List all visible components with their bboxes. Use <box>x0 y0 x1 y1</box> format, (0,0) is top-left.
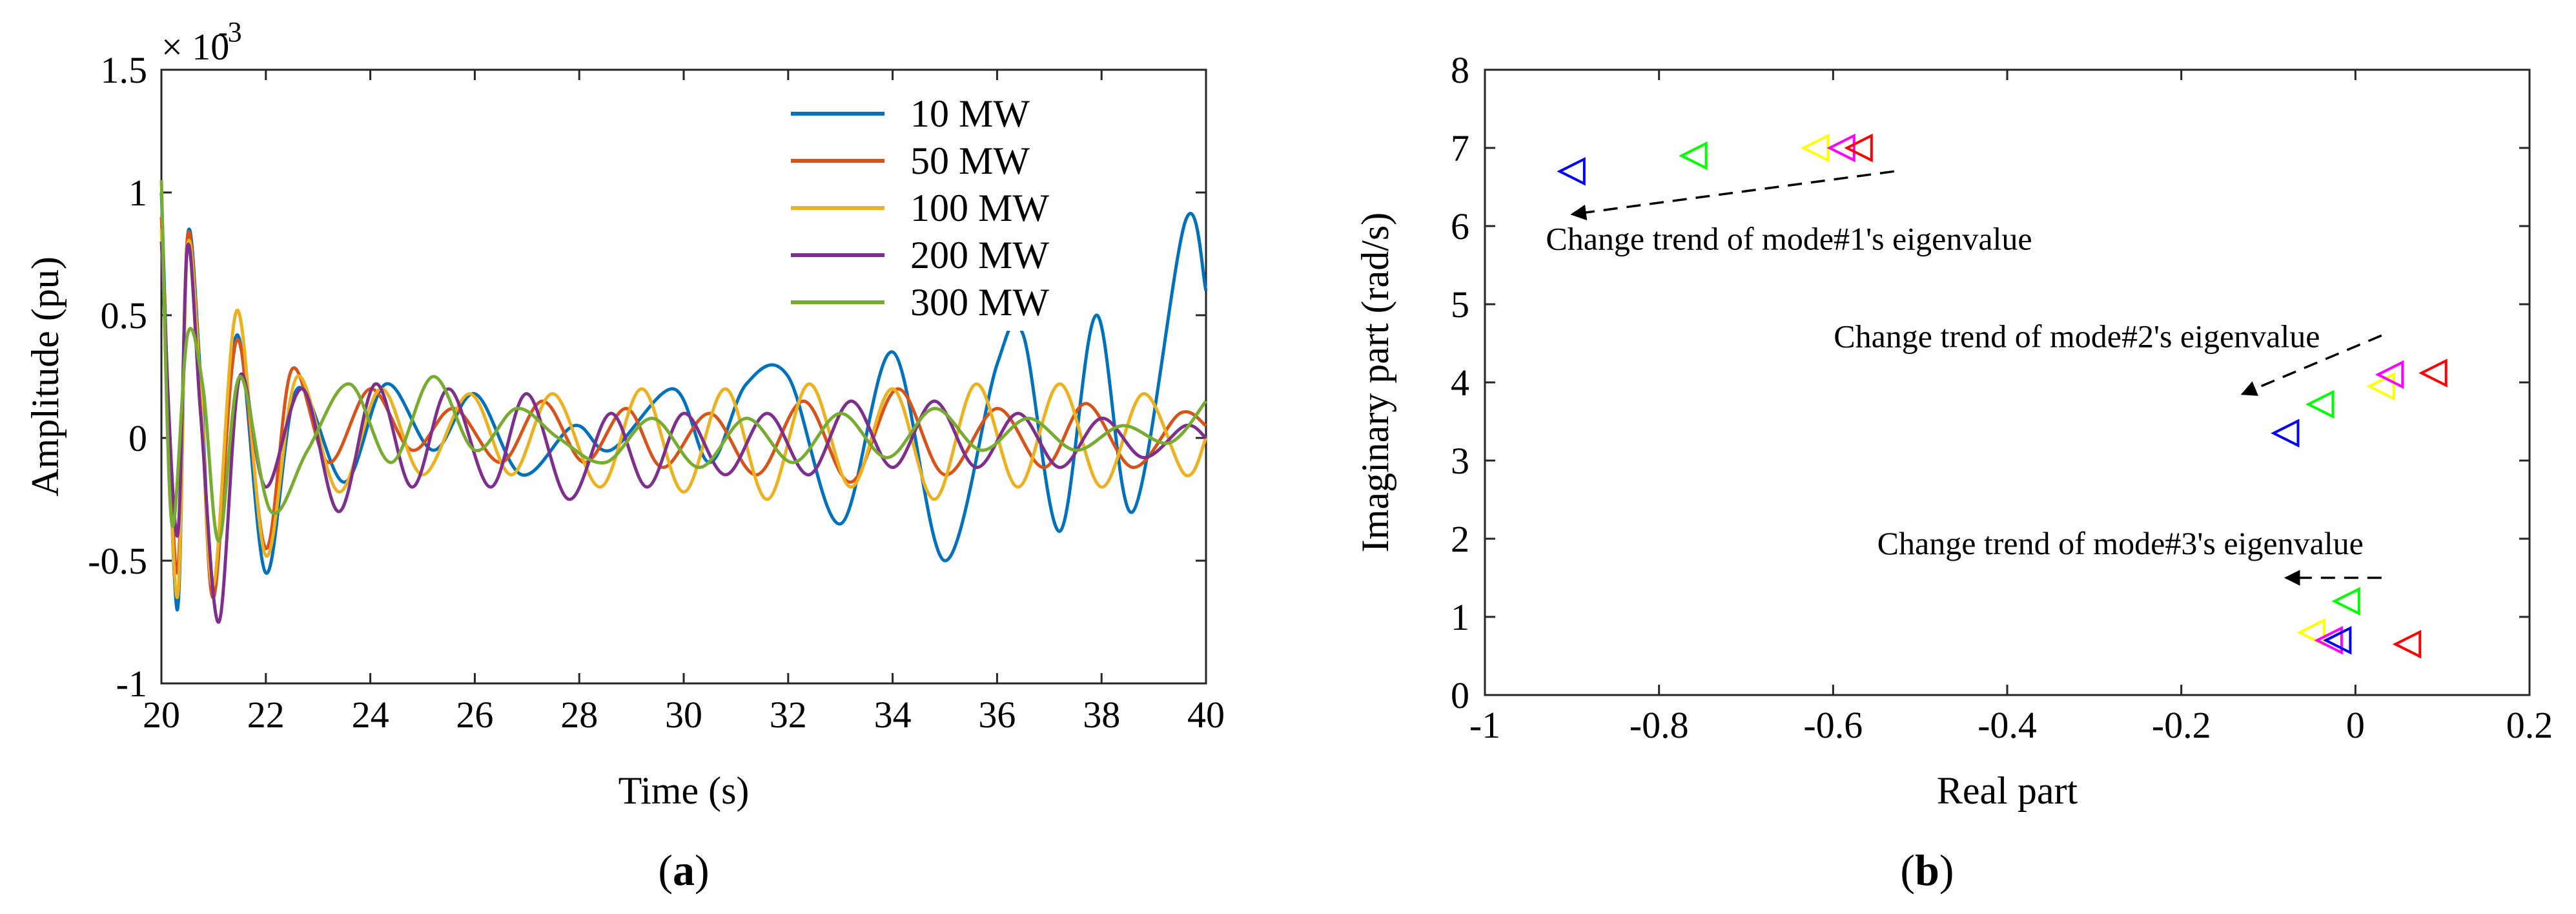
panel-a-legend: 10 MW 50 MW 100 MW 200 MW 300 MW <box>780 85 1083 331</box>
panel-a-exponent-base: × 10 <box>161 26 229 68</box>
eigenvalue-marker <box>2322 626 2352 655</box>
trend-arrow <box>1570 170 1894 221</box>
y-tick-label: 1.5 <box>101 49 148 91</box>
x-tick-label: 0.2 <box>2506 704 2553 746</box>
x-tick-label: 24 <box>352 694 389 736</box>
eigenvalue-marker <box>1844 133 1873 163</box>
eigenvalue-marker <box>2375 360 2404 389</box>
eigenvalue-marker <box>2392 630 2422 659</box>
x-tick-label: 28 <box>560 694 598 736</box>
x-tick-label: 38 <box>1083 694 1120 736</box>
eigenvalue-marker <box>2314 626 2343 655</box>
eigenvalue-marker <box>1800 133 1830 163</box>
panel-a-label: (a) <box>658 846 709 895</box>
eigenvalue-marker <box>2418 358 2448 388</box>
legend-label: 200 MW <box>910 234 1049 276</box>
eigenvalue-marker <box>1679 141 1708 171</box>
panel-b-y-ticks: 0 1 2 3 4 5 6 7 8 <box>1451 49 2530 716</box>
panel-a-x-axis-label: Time (s) <box>618 769 750 812</box>
x-tick-label: 30 <box>665 694 702 736</box>
panel-a-y-ticks: -1 -0.5 0 0.5 1 1.5 <box>88 49 1206 705</box>
x-tick-label: 26 <box>456 694 493 736</box>
trend-annotation: Change trend of mode#1's eigenvalue <box>1546 220 2032 256</box>
panel-a-line-chart: 20 22 24 26 28 30 32 34 36 38 40 -1 -0.5 0 0.5 1 1.5 × … <box>24 16 1225 895</box>
y-tick-label: 7 <box>1451 127 1469 169</box>
y-tick-label: -0.5 <box>88 540 147 582</box>
y-tick-label: 1 <box>128 172 147 214</box>
x-tick-label: 20 <box>143 694 180 736</box>
series-line <box>159 180 1207 543</box>
x-tick-label: 40 <box>1187 694 1225 736</box>
y-tick-label: 0 <box>128 417 147 459</box>
panel-a-exponent-power: -3 <box>218 16 242 48</box>
panel-b-points <box>1557 133 2448 659</box>
eigenvalue-marker <box>2331 587 2360 616</box>
eigenvalue-marker <box>2270 419 2300 448</box>
x-tick-label: 34 <box>874 694 912 736</box>
eigenvalue-marker <box>2366 371 2395 401</box>
legend-label: 50 MW <box>910 140 1030 182</box>
panel-b-plot-area <box>1484 68 2531 696</box>
panel-b-x-ticks: -1 -0.8 -0.6 -0.4 -0.2 0 0.2 <box>1469 70 2553 746</box>
x-tick-label: 36 <box>978 694 1016 736</box>
legend-label: 100 MW <box>910 187 1049 229</box>
y-tick-label: -1 <box>116 663 147 705</box>
y-tick-label: 4 <box>1451 362 1469 404</box>
x-tick-label: -0.8 <box>1630 704 1689 746</box>
eigenvalue-marker <box>2296 618 2326 647</box>
panel-a-letter: a <box>673 846 695 895</box>
x-tick-label: -1 <box>1469 704 1500 746</box>
y-tick-label: 5 <box>1451 284 1469 326</box>
x-tick-label: -0.6 <box>1803 704 1863 746</box>
y-tick-label: 8 <box>1451 49 1469 91</box>
panel-a-x-ticks: 20 22 24 26 28 30 32 34 36 38 40 <box>143 70 1225 736</box>
panel-b-label: (b) <box>1900 846 1954 895</box>
legend-label: 300 MW <box>910 281 1049 324</box>
y-tick-label: 0 <box>1451 674 1469 716</box>
panel-a-series <box>159 180 1208 624</box>
eigenvalue-marker <box>1826 133 1855 163</box>
panel-b-annotations: Change trend of mode#1's eigenvalue Chang… <box>1546 170 2382 586</box>
y-tick-label: 1 <box>1451 596 1469 638</box>
y-tick-label: 6 <box>1451 205 1469 247</box>
panel-b-x-axis-label: Real part <box>1937 769 2078 812</box>
panel-b-letter: b <box>1915 846 1939 895</box>
x-tick-label: -0.4 <box>1978 704 2037 746</box>
trend-annotation: Change trend of mode#3's eigenvalue <box>1877 525 2364 561</box>
eigenvalue-marker <box>2305 389 2335 419</box>
x-tick-label: 0 <box>2346 704 2365 746</box>
legend-label: 10 MW <box>910 92 1030 135</box>
panel-b-scatter-chart: -1 -0.8 -0.6 -0.4 -0.2 0 0.2 0 1 2 3 4 5 6 7 8 Change … <box>1354 49 2553 895</box>
y-tick-label: 3 <box>1451 440 1469 482</box>
trend-arrow <box>2240 334 2382 396</box>
panel-a-y-axis-label: Amplitude (pu) <box>24 256 66 497</box>
eigenvalue-marker <box>1557 157 1586 186</box>
trend-annotation: Change trend of mode#2's eigenvalue <box>1834 318 2320 355</box>
x-tick-label: -0.2 <box>2152 704 2211 746</box>
series-line <box>159 241 1207 624</box>
y-tick-label: 2 <box>1451 518 1469 560</box>
panel-b-y-axis-label: Imaginary part (rad/s) <box>1354 213 1396 552</box>
x-tick-label: 32 <box>770 694 807 736</box>
y-tick-label: 0.5 <box>101 295 148 337</box>
x-tick-label: 22 <box>247 694 285 736</box>
